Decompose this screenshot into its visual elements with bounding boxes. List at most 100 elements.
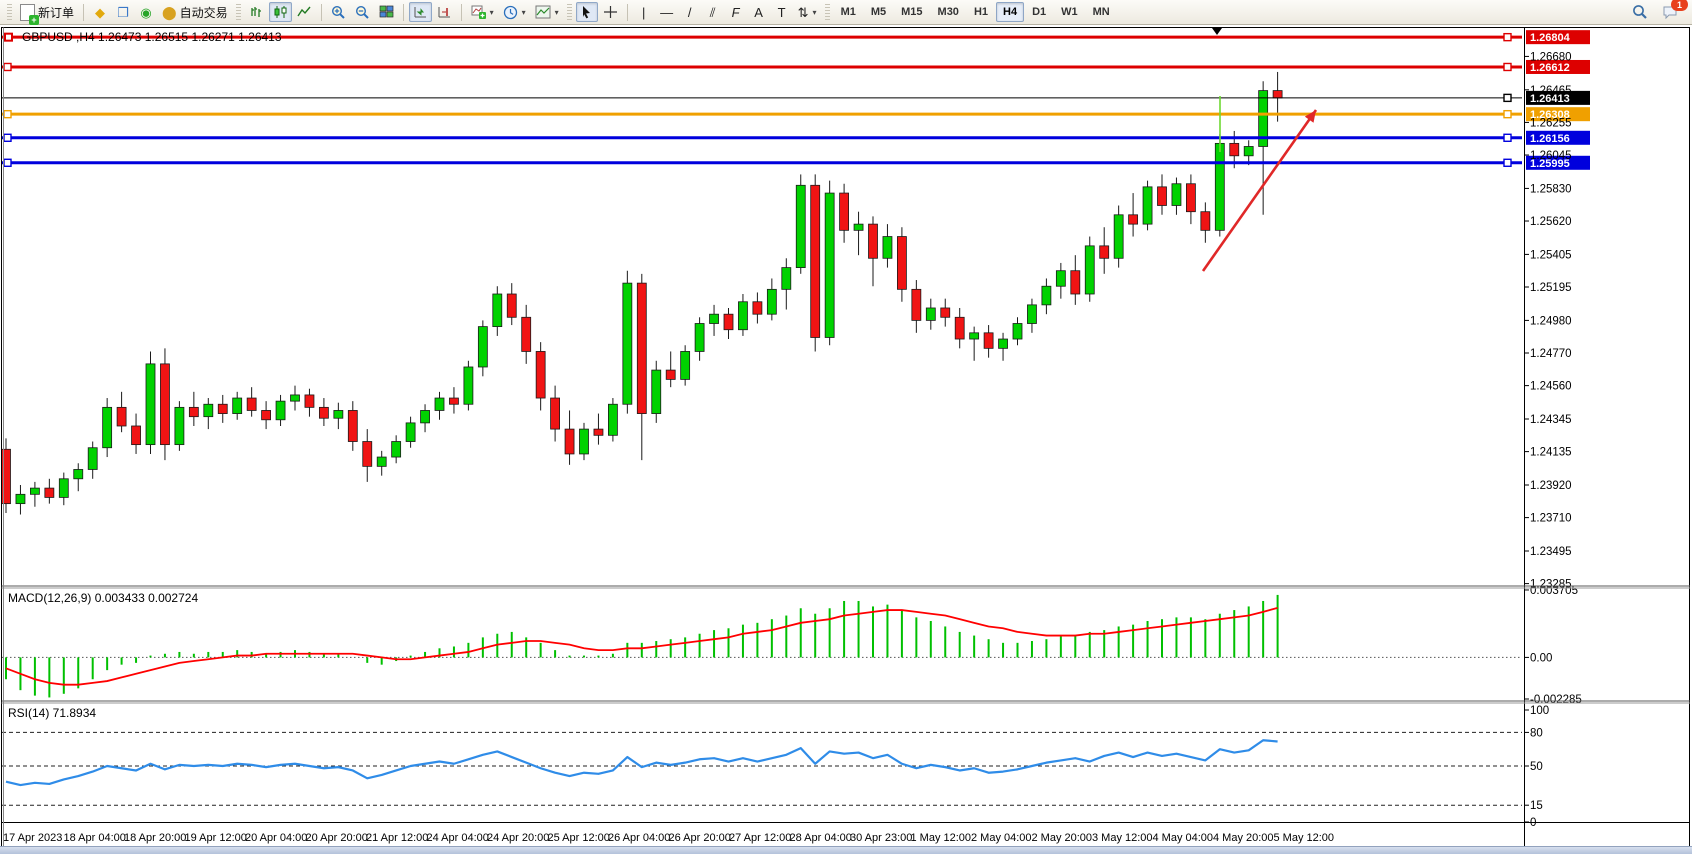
rsi-axis-label: 100 (1530, 705, 1549, 717)
timeframe-button-D1[interactable]: D1 (1032, 6, 1047, 18)
price-line-handle[interactable] (1503, 32, 1512, 42)
price-line-handle[interactable] (1503, 158, 1512, 167)
candle-body (261, 410, 272, 421)
candle-body (58, 478, 69, 498)
price-tag (1526, 90, 1590, 105)
clock-icon (503, 5, 517, 19)
auto-scroll-button[interactable] (408, 2, 432, 22)
timeframe-button-W1[interactable]: W1 (1061, 6, 1078, 18)
candle-body (15, 493, 26, 505)
line-chart-button[interactable] (293, 2, 316, 22)
timeframe-button-MN[interactable]: MN (1092, 6, 1110, 18)
arrows-tool-button[interactable]: ⇅ ▾ (794, 2, 821, 22)
candle-body (940, 307, 951, 318)
candle-body (116, 406, 127, 427)
price-line-handle[interactable] (1503, 62, 1512, 72)
zoom-in-button[interactable] (327, 2, 350, 22)
price-line-handle[interactable] (1503, 109, 1512, 119)
candle-body (29, 487, 40, 495)
bar-chart-button[interactable] (245, 2, 268, 22)
rsi-axis-label: 15 (1530, 800, 1543, 812)
candle-body (579, 428, 589, 455)
time-axis-label: 2 May 20:00 (1032, 832, 1093, 844)
templates-button[interactable]: ▾ (531, 2, 563, 22)
chart-shift-button[interactable] (433, 2, 456, 22)
time-axis-label: 25 Apr 12:00 (548, 832, 610, 844)
candle-body (188, 406, 199, 418)
candle-body (897, 236, 907, 290)
zoom-out-button[interactable] (351, 2, 374, 22)
price-tag-label: 1.26612 (1530, 62, 1570, 74)
cursor-button[interactable] (575, 2, 598, 22)
candle-body (405, 422, 416, 442)
price-line-handle[interactable] (3, 133, 12, 142)
candle-body (723, 313, 734, 331)
candle-body (853, 223, 864, 231)
candle-body (318, 406, 329, 419)
candle-body (622, 282, 633, 405)
timeframe-button-H4[interactable]: H4 (996, 2, 1025, 22)
candle-body (362, 441, 373, 467)
candle-body (911, 288, 922, 321)
timeframe-button-M30[interactable]: M30 (937, 6, 959, 18)
price-line-handle[interactable] (3, 158, 12, 167)
price-line-handle[interactable] (3, 62, 12, 72)
price-line-handle[interactable] (1503, 133, 1512, 142)
timeframe-button-H1[interactable]: H1 (973, 6, 988, 18)
periods-dropdown-caret: ▾ (521, 7, 526, 17)
timeframe-button-M15[interactable]: M15 (901, 6, 923, 18)
signals-icon: ◉ (140, 4, 152, 20)
timeframe-button-M5[interactable]: M5 (870, 6, 887, 18)
price-tag (1526, 155, 1590, 170)
candle-body (651, 369, 662, 414)
macd-signal-line (5, 606, 1278, 686)
crosshair-button[interactable] (599, 2, 622, 22)
market-watch-icon: ◆ (95, 4, 106, 20)
bottom-strip (0, 846, 1692, 854)
vertical-line-tool-button[interactable]: | (633, 2, 655, 22)
price-line-handle[interactable] (3, 109, 12, 119)
candle-body (521, 316, 532, 352)
text-tool-button[interactable]: A (748, 2, 770, 22)
time-axis-label: 20 Apr 04:00 (245, 832, 307, 844)
search-button[interactable] (1628, 2, 1652, 22)
price-line-handle[interactable] (1503, 93, 1512, 103)
chat-button[interactable]: 1 (1658, 0, 1688, 22)
text-label-tool-button[interactable]: T (771, 2, 793, 22)
candlestick-chart-button[interactable] (268, 2, 292, 22)
candle-body (73, 469, 84, 480)
autotrading-button[interactable]: ⬤ 自动交易 (158, 2, 232, 22)
channel-tool-button[interactable]: ⫽ (702, 2, 724, 22)
new-order-button[interactable]: + 新订单 (16, 2, 78, 25)
indicators-button[interactable]: ▾ (467, 2, 498, 22)
price-axis: 1.26680 1.26465 1.26255 1.26045 1.25830 1.256… (1524, 51, 1572, 591)
meta-editor-button[interactable]: ❐ (112, 2, 134, 22)
horizontal-line-tool-button[interactable]: — (656, 2, 678, 22)
time-axis-label: 4 May 20:00 (1213, 832, 1274, 844)
axis-tick-label: 1.25195 (1530, 282, 1572, 294)
tile-windows-button[interactable] (375, 2, 398, 22)
selected-line-handle[interactable] (4, 32, 13, 42)
candle-body (709, 313, 719, 324)
fibonacci-tool-button[interactable]: F (725, 2, 747, 22)
candle-body (347, 410, 358, 442)
time-axis-label: 18 Apr 20:00 (124, 832, 186, 844)
candle-body (608, 403, 618, 436)
periods-button[interactable]: ▾ (499, 2, 530, 22)
candle-body (1200, 211, 1211, 231)
rsi-line (5, 739, 1278, 787)
trend-arrow-line[interactable] (1201, 109, 1318, 272)
candle-body (1272, 90, 1283, 99)
signals-button[interactable]: ◉ (135, 2, 157, 22)
candle-body (420, 410, 430, 424)
trendline-tool-button[interactable]: / (679, 2, 701, 22)
macd-label: MACD(12,26,9) 0.003433 0.002724 (8, 591, 199, 605)
rsi-axis-label: 50 (1530, 761, 1543, 773)
candle-body (1157, 186, 1167, 206)
chart-title: GBPUSD ,H4 1.26473 1.26515 1.26271 1.264… (22, 30, 282, 44)
cursor-icon (583, 6, 591, 19)
market-watch-button[interactable]: ◆ (89, 2, 111, 22)
timeframe-button-M1[interactable]: M1 (840, 6, 856, 18)
candle-body (1055, 270, 1066, 287)
